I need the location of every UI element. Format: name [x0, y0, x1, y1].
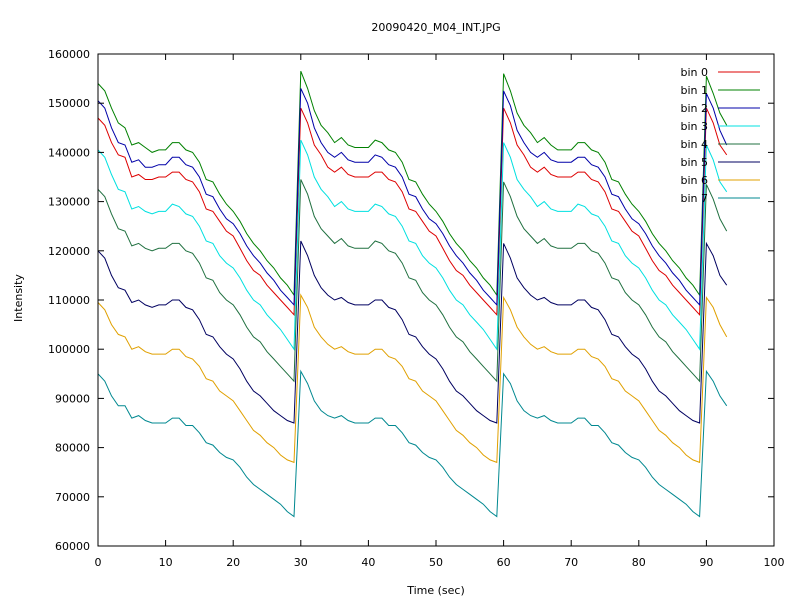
legend-label-bin-7: bin 7: [680, 192, 708, 205]
x-tick-label: 60: [497, 556, 511, 569]
legend-label-bin-5: bin 5: [680, 156, 708, 169]
plot-frame: [97, 53, 775, 547]
series-line-bin-6: [97, 293, 728, 464]
series-line-bin-3: [97, 139, 728, 351]
y-axis-label: Intensity: [12, 274, 25, 322]
series-line-bin-1: [97, 71, 728, 297]
y-tick-label: 90000: [55, 392, 90, 405]
x-tick-label: 40: [361, 556, 375, 569]
x-tick-label: 10: [159, 556, 173, 569]
x-tick-label: 30: [294, 556, 308, 569]
y-tick-label: 130000: [48, 196, 90, 209]
series-layer: [97, 71, 728, 518]
chart-title: 20090420_M04_INT.JPG: [371, 21, 500, 34]
y-tick-label: 140000: [48, 146, 90, 159]
y-tick-label: 80000: [55, 442, 90, 455]
x-tick-label: 80: [632, 556, 646, 569]
legend-label-bin-6: bin 6: [680, 174, 708, 187]
legend-label-bin-3: bin 3: [680, 120, 708, 133]
x-axis-label: Time (sec): [406, 584, 465, 597]
x-tick-label: 90: [699, 556, 713, 569]
y-tick-label: 150000: [48, 97, 90, 110]
legend-label-bin-2: bin 2: [680, 102, 708, 115]
series-line-bin-0: [97, 107, 728, 317]
y-tick-label: 70000: [55, 491, 90, 504]
x-tick-label: 20: [226, 556, 240, 569]
x-tick-label: 50: [429, 556, 443, 569]
y-tick-label: 160000: [48, 48, 90, 61]
y-tick-label: 110000: [48, 294, 90, 307]
x-tick-label: 0: [95, 556, 102, 569]
series-line-bin-4: [97, 179, 728, 383]
legend: bin 0 bin 1 bin 2 bin 3 bin 4 bin 5 bin 6 bin 7: [680, 66, 760, 205]
y-tick-label: 60000: [55, 540, 90, 553]
axis-ticks: 0 10 20 30 40 50 60 70 80 90 100 60000 70000 80000 900…: [48, 48, 785, 569]
x-tick-label: 100: [764, 556, 785, 569]
legend-label-bin-0: bin 0: [680, 66, 708, 79]
legend-label-bin-4: bin 4: [680, 138, 708, 151]
y-tick-label: 100000: [48, 343, 90, 356]
x-tick-label: 70: [564, 556, 578, 569]
series-line-bin-2: [97, 88, 728, 307]
legend-label-bin-1: bin 1: [680, 84, 708, 97]
y-tick-label: 120000: [48, 245, 90, 258]
series-line-bin-7: [97, 369, 728, 518]
series-line-bin-5: [97, 240, 728, 424]
